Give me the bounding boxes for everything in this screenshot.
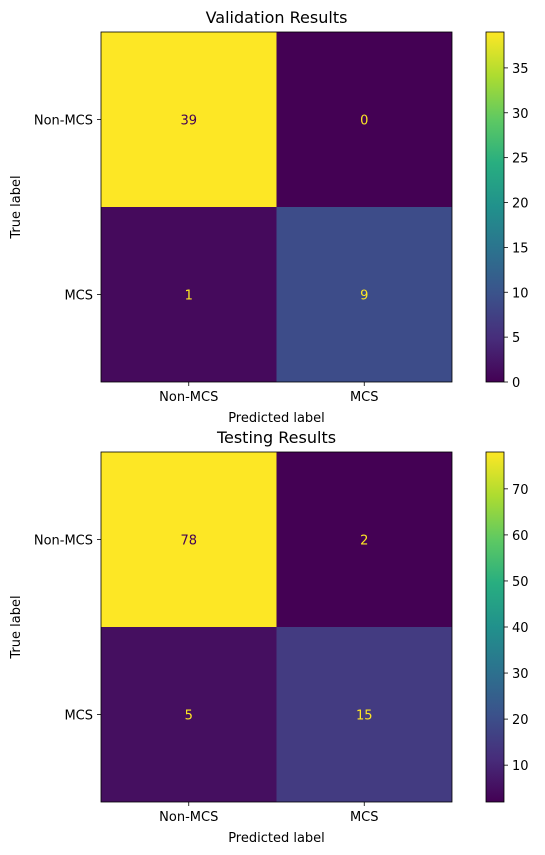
confusion-matrix-2: 78 2 5 15 Testing Results Non-MCS MCS Predicted… [9, 428, 529, 846]
cell-value-label: 0 [360, 114, 368, 129]
y-tick-label: Non-MCS [34, 114, 93, 129]
colorbar-tick-label: 50 [512, 575, 529, 590]
y-axis-label: True label [9, 595, 24, 659]
heatmap-cell [276, 627, 452, 802]
cell-value-label: 78 [180, 534, 197, 549]
heatmap-cell [101, 627, 277, 802]
colorbar-tick-label: 10 [512, 759, 529, 774]
heatmap-cell [101, 207, 277, 382]
colorbar-tick-label: 60 [512, 529, 529, 544]
colorbar-tick-label: 25 [512, 152, 529, 167]
y-tick-label: MCS [64, 289, 93, 304]
cell-value-label: 15 [356, 709, 373, 724]
chart-title: Validation Results [206, 8, 348, 27]
x-tick-label: Non-MCS [159, 810, 218, 825]
colorbar-tick-label: 5 [512, 331, 520, 346]
colorbar-tick-label: 10 [512, 286, 529, 301]
heatmap-cell [101, 32, 277, 207]
axes-frame [100, 451, 453, 803]
colorbar-tick-label: 20 [512, 713, 529, 728]
colorbar-tick-label: 35 [512, 62, 529, 77]
colorbar-tick-label: 0 [512, 376, 520, 391]
heatmap-cell [276, 32, 452, 207]
axes-frame [100, 31, 453, 383]
cell-value-label: 1 [185, 289, 193, 304]
x-axis-label: Predicted label [228, 831, 325, 846]
chart-title: Testing Results [216, 428, 336, 447]
colorbar-tick-label: 20 [512, 197, 529, 212]
colorbar-tick-label: 30 [512, 107, 529, 122]
colorbar [485, 451, 505, 803]
colorbar-tick-label: 15 [512, 241, 529, 256]
cell-value-label: 9 [360, 289, 368, 304]
confusion-matrix-1: 39 0 1 9 Validation Results Non-MCS MCS Predict… [9, 8, 529, 426]
colorbar [485, 31, 505, 383]
heatmap-cell [276, 207, 452, 382]
x-axis-label: Predicted label [228, 411, 325, 426]
y-axis-label: True label [9, 175, 24, 239]
cell-value-label: 5 [185, 709, 193, 724]
y-tick-label: Non-MCS [34, 534, 93, 549]
heatmap-cell [276, 452, 452, 627]
colorbar-tick-label: 30 [512, 667, 529, 682]
cell-value-label: 2 [360, 534, 368, 549]
y-tick-label: MCS [64, 709, 93, 724]
cell-value-label: 39 [180, 114, 197, 129]
x-tick-label: MCS [350, 810, 379, 825]
colorbar-tick-label: 40 [512, 621, 529, 636]
x-tick-label: MCS [350, 390, 379, 405]
x-tick-label: Non-MCS [159, 390, 218, 405]
colorbar-tick-label: 70 [512, 483, 529, 498]
heatmap-cell [101, 452, 277, 627]
